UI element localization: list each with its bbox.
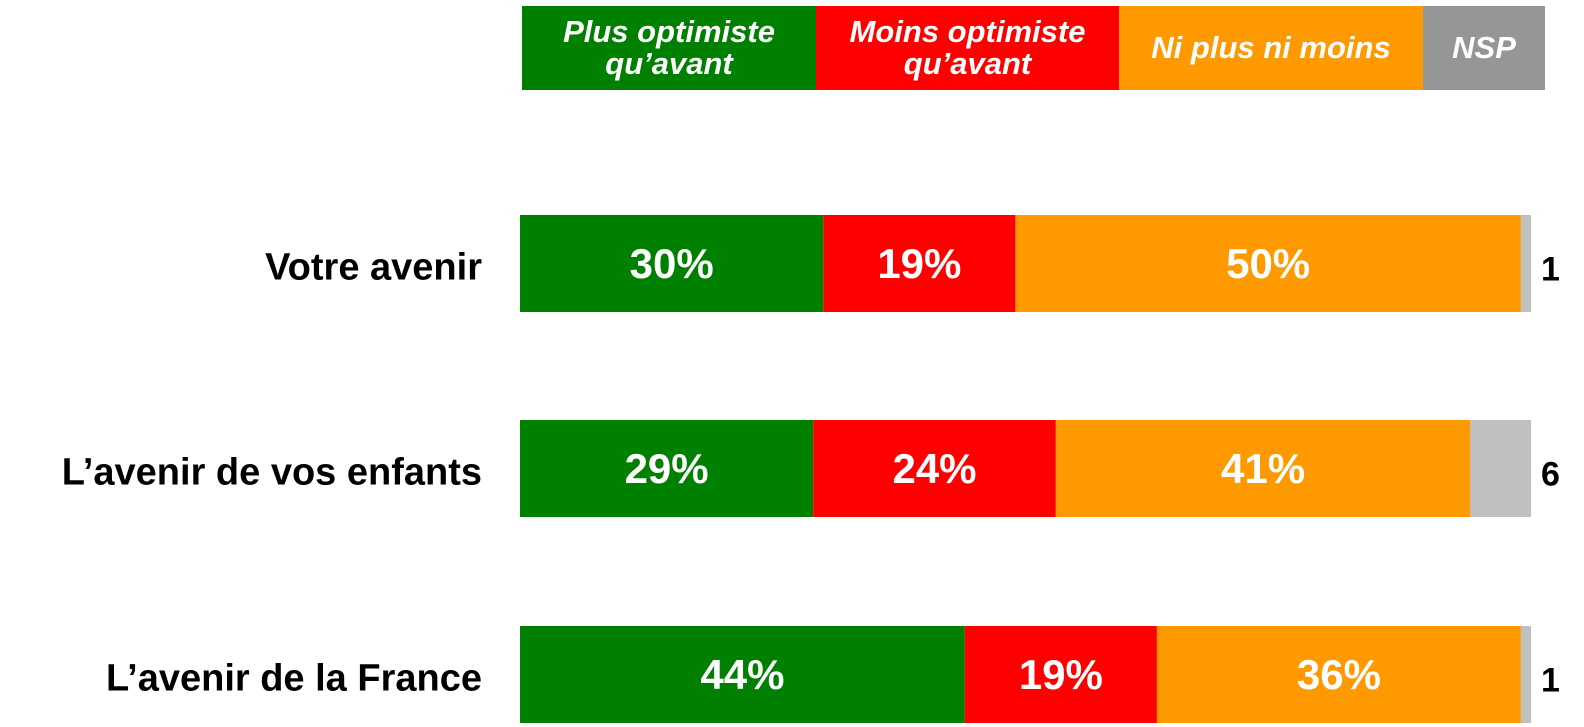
bar-segment: [1156, 626, 1521, 723]
value-label: 1: [1541, 251, 1560, 289]
value-label: 29%: [625, 445, 709, 492]
bar-segment: [520, 420, 814, 517]
bar-segment: [1520, 626, 1531, 723]
bar-segment: [1055, 420, 1471, 517]
legend-entry: Ni plus ni moins: [1119, 6, 1423, 90]
legend-entry: NSP: [1423, 6, 1545, 90]
bar-segment: [520, 215, 824, 312]
value-label: 30%: [630, 240, 714, 287]
bar-segment: [1015, 215, 1521, 312]
value-label: 36%: [1297, 651, 1381, 698]
bar-segment: [1470, 420, 1531, 517]
value-label: 6: [1541, 456, 1560, 494]
value-label: 19%: [1019, 651, 1103, 698]
value-label: 19%: [877, 240, 961, 287]
legend-entry: Moins optimiste qu’avant: [816, 6, 1119, 90]
category-label: L’avenir de la France: [106, 658, 482, 700]
legend: Plus optimiste qu’avant Moins optimiste q…: [522, 6, 1545, 90]
bar-segment: [823, 215, 1016, 312]
legend-entry: Plus optimiste qu’avant: [522, 6, 816, 90]
bar-segment: [813, 420, 1056, 517]
value-label: 1: [1541, 662, 1560, 700]
value-label: 50%: [1226, 240, 1310, 287]
bar-segment: [964, 626, 1157, 723]
bar-segment: [520, 626, 965, 723]
value-label: 44%: [700, 651, 784, 698]
category-label: Votre avenir: [265, 247, 482, 289]
value-label: 41%: [1221, 445, 1305, 492]
bar-segment: [1520, 215, 1531, 312]
value-label: 24%: [892, 445, 976, 492]
category-label: L’avenir de vos enfants: [62, 452, 482, 494]
